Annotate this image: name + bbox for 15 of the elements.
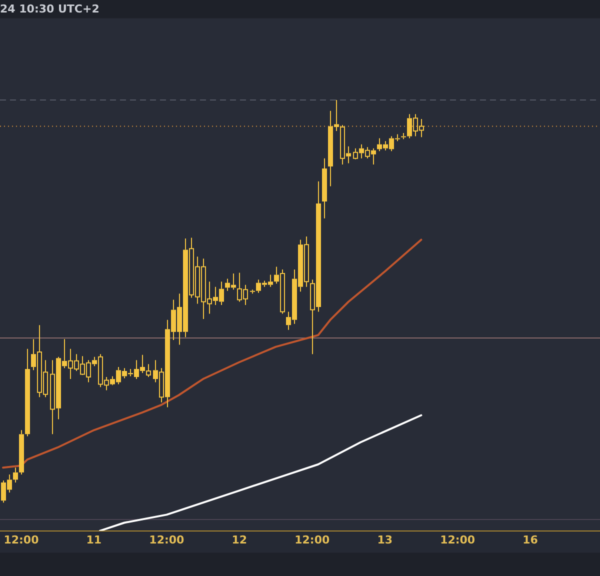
chart-title: 24 10:30 UTC+2 <box>0 2 100 16</box>
candlestick <box>322 158 327 219</box>
candlestick <box>19 430 24 475</box>
x-tick-label: 12:00 <box>149 533 185 546</box>
x-tick-label: 13 <box>377 533 393 546</box>
x-tick-label: 12:00 <box>294 533 330 546</box>
x-tick-label: 11 <box>86 533 102 546</box>
x-tick-label: 12:00 <box>440 533 476 546</box>
x-tick-label: 12:00 <box>4 533 40 546</box>
candlestick <box>250 289 255 294</box>
candlestick <box>13 467 18 483</box>
candlestick <box>401 132 406 140</box>
candlestick <box>25 348 30 437</box>
x-tick-label: 12 <box>232 533 248 546</box>
x-tick-label: 16 <box>522 533 538 546</box>
